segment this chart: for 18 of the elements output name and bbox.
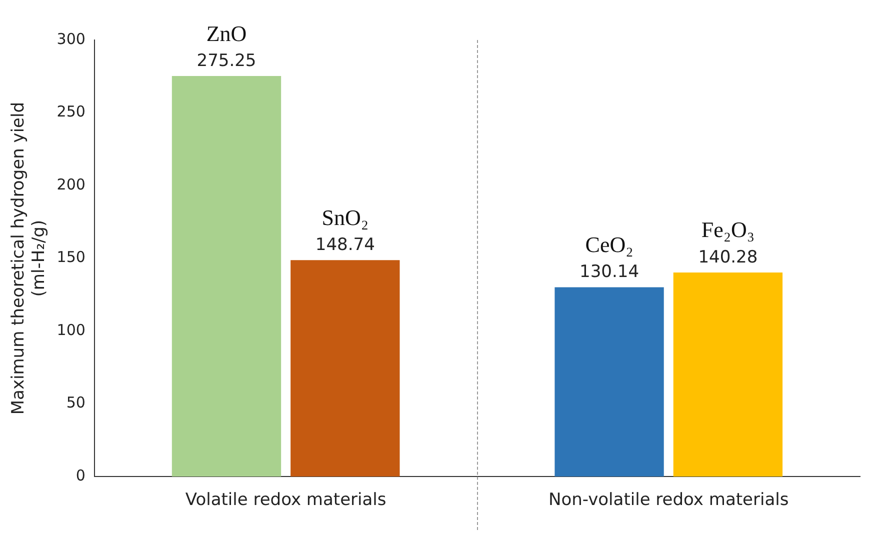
data-label: 130.14 <box>580 262 640 282</box>
series-label: CeO₂ <box>585 232 634 257</box>
x-tick-label: Non-volatile redox materials <box>548 490 789 510</box>
x-tick-label: Volatile redox materials <box>185 490 386 510</box>
y-tick-label: 0 <box>76 466 86 484</box>
series-label: SnO₂ <box>322 204 369 230</box>
y-axis-title: Maximum theoretical hydrogen yield (ml-H₂/g) <box>8 102 50 415</box>
y-tick-label: 300 <box>56 30 86 48</box>
data-label: 140.28 <box>698 247 758 268</box>
y-tick-label: 250 <box>56 102 86 121</box>
y-tick-label: 100 <box>56 320 86 339</box>
y-tick-label: 200 <box>56 175 86 194</box>
y-tick-label: 150 <box>56 248 86 266</box>
series-label: ZnO <box>206 20 247 46</box>
data-label: 148.74 <box>315 235 375 256</box>
data-label: 275.25 <box>196 50 256 71</box>
series-label: Fe₂O₃ <box>701 217 755 242</box>
y-tick-label: 50 <box>66 394 86 412</box>
